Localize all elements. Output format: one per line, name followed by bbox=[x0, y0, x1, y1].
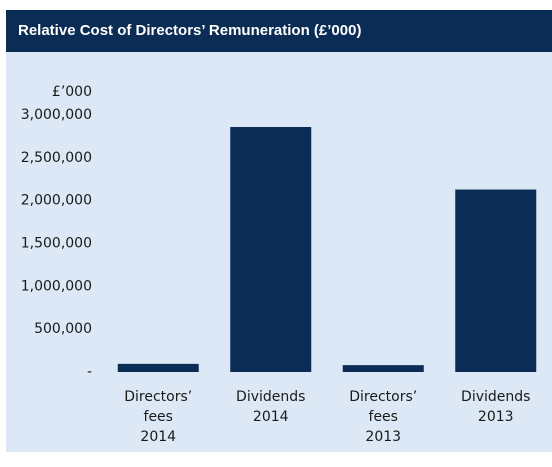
y-axis-label: £’000 bbox=[52, 84, 92, 100]
x-tick-label: Directors’ bbox=[349, 389, 417, 405]
x-tick-label: fees bbox=[144, 409, 173, 425]
y-tick-label: 3,000,000 bbox=[21, 107, 92, 123]
bar bbox=[342, 365, 424, 372]
x-tick-label: fees bbox=[369, 409, 398, 425]
x-tick-label: 2014 bbox=[253, 409, 289, 425]
bar bbox=[455, 189, 537, 372]
bar bbox=[117, 363, 199, 372]
x-tick-label: 2013 bbox=[478, 409, 514, 425]
bar bbox=[230, 126, 312, 372]
y-tick-label: - bbox=[87, 364, 92, 380]
x-tick-label: 2013 bbox=[365, 429, 401, 445]
header bbox=[6, 10, 552, 52]
x-tick-label: 2014 bbox=[140, 429, 176, 445]
y-tick-label: 500,000 bbox=[34, 321, 92, 337]
chart-title: Relative Cost of Directors’ Remuneration… bbox=[18, 22, 361, 39]
y-tick-label: 2,000,000 bbox=[21, 193, 92, 209]
y-tick-label: 2,500,000 bbox=[21, 150, 92, 166]
y-tick-label: 1,000,000 bbox=[21, 278, 92, 294]
y-tick-label: 1,500,000 bbox=[21, 236, 92, 252]
x-tick-label: Dividends bbox=[236, 389, 305, 405]
x-tick-label: Dividends bbox=[461, 389, 530, 405]
x-tick-label: Directors’ bbox=[124, 389, 192, 405]
